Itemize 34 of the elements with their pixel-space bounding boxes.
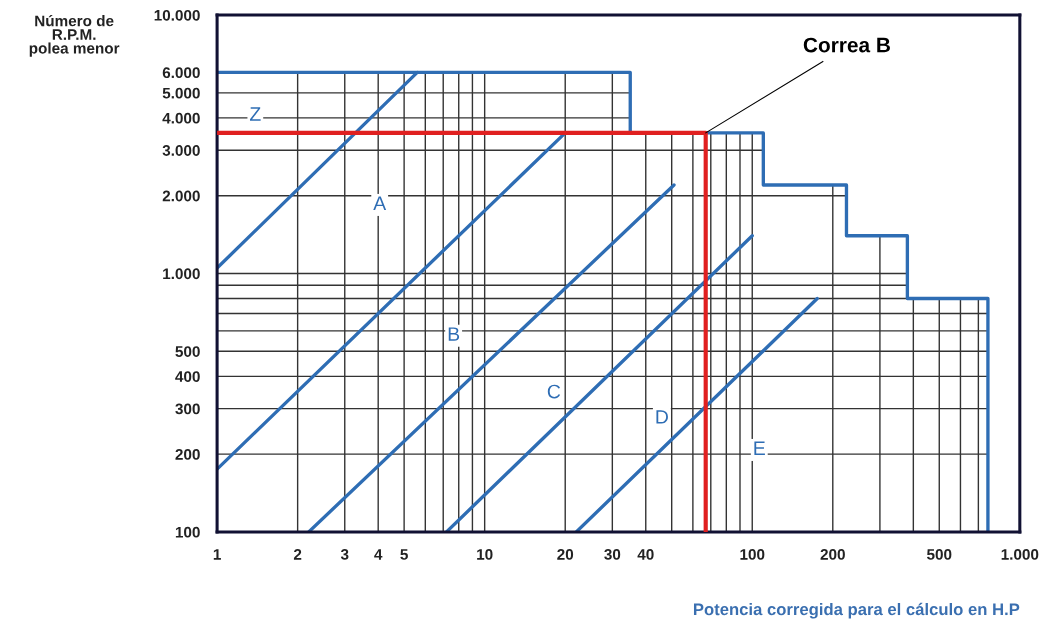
x-tick-label: 2 xyxy=(293,548,302,560)
x-tick-label: 3 xyxy=(340,548,349,560)
y-tick-label: 6.000 xyxy=(162,67,200,79)
y-tick-label: 200 xyxy=(175,448,200,460)
annotation: Z xyxy=(250,107,261,121)
x-tick-label: 1.000 xyxy=(1001,548,1039,560)
y-tick-label: 3.000 xyxy=(162,145,200,156)
annotation: A xyxy=(373,196,387,210)
y-tick-label: 4.000 xyxy=(162,112,200,124)
y-tick-label: 1.000 xyxy=(163,268,200,280)
y-tick-label: 10.000 xyxy=(154,9,200,21)
annotation: D xyxy=(656,410,668,424)
x-tick-label: 10 xyxy=(477,548,493,560)
y-axis-title: Número de R.P.M. polea menor xyxy=(29,14,120,57)
x-axis-title: Potencia corregida para el cálculo en H.P xyxy=(693,602,1020,619)
x-tick-label: 500 xyxy=(927,548,952,560)
x-tick-label: 40 xyxy=(637,548,654,560)
x-tick-label: 4 xyxy=(374,549,383,560)
x-tick-label: 5 xyxy=(400,549,408,560)
y-tick-label: 300 xyxy=(175,403,200,415)
x-tick-label: 100 xyxy=(740,548,765,560)
x-tick-label: 200 xyxy=(820,548,845,560)
x-tick-label: 30 xyxy=(604,548,621,560)
x-tick-label: 20 xyxy=(557,548,574,560)
y-tick-label: 500 xyxy=(175,346,200,357)
y-tick-label: 100 xyxy=(175,526,200,538)
annotation: B xyxy=(448,327,460,341)
y-tick-label: 2.000 xyxy=(162,190,200,202)
x-tick-label: 1 xyxy=(213,549,221,560)
annotation: Correa B xyxy=(803,37,890,53)
y-tick-label: 5.000 xyxy=(162,87,200,99)
annotation: C xyxy=(547,384,561,399)
annotation: E xyxy=(754,441,765,455)
y-tick-label: 400 xyxy=(175,371,200,383)
